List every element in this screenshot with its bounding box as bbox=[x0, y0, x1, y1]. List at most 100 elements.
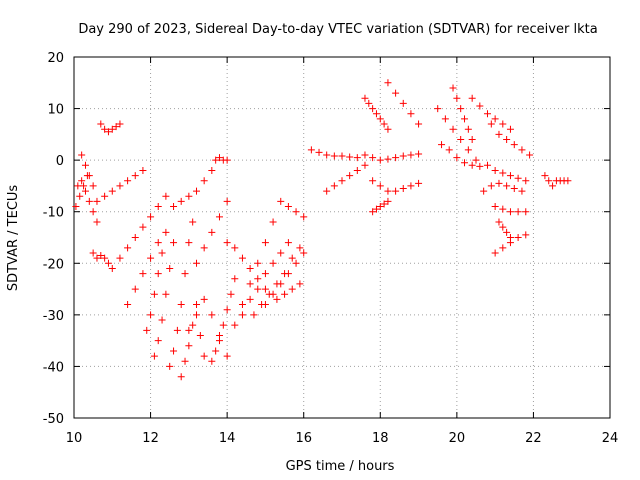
data-point bbox=[307, 146, 315, 154]
x-tick-label: 16 bbox=[295, 431, 312, 446]
data-point bbox=[384, 125, 392, 133]
data-point bbox=[108, 125, 116, 133]
x-tick-label: 12 bbox=[142, 431, 159, 446]
data-point bbox=[518, 187, 526, 195]
data-point bbox=[384, 187, 392, 195]
data-point bbox=[510, 141, 518, 149]
data-point bbox=[93, 218, 101, 226]
series-arcs-mid-b bbox=[124, 239, 162, 309]
data-point bbox=[104, 128, 112, 136]
data-point bbox=[487, 120, 495, 128]
data-point bbox=[219, 321, 227, 329]
data-point bbox=[150, 290, 158, 298]
data-point bbox=[101, 125, 109, 133]
data-point bbox=[208, 166, 216, 174]
data-point bbox=[480, 187, 488, 195]
data-point bbox=[506, 125, 514, 133]
series-arcs-mid-k bbox=[208, 275, 239, 365]
data-point bbox=[89, 182, 97, 190]
data-point bbox=[518, 146, 526, 154]
series-arcs-night-c bbox=[361, 150, 423, 164]
series-arcs-mid-g bbox=[185, 295, 231, 360]
data-point bbox=[392, 154, 400, 162]
data-point bbox=[380, 120, 388, 128]
data-point bbox=[499, 244, 507, 252]
data-point bbox=[231, 321, 239, 329]
data-point bbox=[346, 172, 354, 180]
data-point bbox=[392, 89, 400, 97]
data-point bbox=[208, 357, 216, 365]
data-point bbox=[158, 249, 166, 257]
data-point bbox=[246, 280, 254, 288]
data-point bbox=[223, 239, 231, 247]
series-arcs-late-b bbox=[231, 218, 277, 329]
data-point bbox=[193, 301, 201, 309]
data-point bbox=[472, 156, 480, 164]
data-point bbox=[514, 174, 522, 182]
data-point bbox=[330, 182, 338, 190]
data-point bbox=[116, 182, 124, 190]
data-point bbox=[284, 203, 292, 211]
data-point bbox=[89, 208, 97, 216]
series-arcs-late-e bbox=[261, 249, 308, 309]
data-point bbox=[284, 239, 292, 247]
data-point bbox=[464, 125, 472, 133]
data-point bbox=[246, 264, 254, 272]
data-point bbox=[369, 208, 377, 216]
data-point bbox=[296, 280, 304, 288]
data-point bbox=[323, 151, 331, 159]
data-point bbox=[407, 110, 415, 118]
data-point bbox=[296, 244, 304, 252]
data-point bbox=[193, 259, 201, 267]
data-point bbox=[353, 154, 361, 162]
data-point bbox=[108, 264, 116, 272]
data-point bbox=[170, 239, 178, 247]
data-point bbox=[189, 321, 197, 329]
data-point bbox=[372, 205, 380, 213]
data-point bbox=[315, 148, 323, 156]
data-point bbox=[503, 228, 511, 236]
data-point bbox=[277, 197, 285, 205]
data-point bbox=[549, 182, 557, 190]
data-point bbox=[376, 203, 384, 211]
data-point bbox=[177, 197, 185, 205]
data-point bbox=[231, 244, 239, 252]
data-point bbox=[215, 213, 223, 221]
data-point bbox=[399, 185, 407, 193]
data-point bbox=[487, 182, 495, 190]
y-tick-label: 20 bbox=[47, 51, 64, 66]
series-arcs-end-a bbox=[541, 172, 557, 190]
data-point bbox=[300, 213, 308, 221]
series-arcs-late-g bbox=[277, 197, 308, 221]
data-point bbox=[112, 123, 120, 131]
data-point bbox=[227, 290, 235, 298]
data-point bbox=[238, 311, 246, 319]
x-axis-label: GPS time / hours bbox=[286, 459, 395, 474]
data-point bbox=[261, 285, 269, 293]
data-point bbox=[376, 182, 384, 190]
grid-lines bbox=[74, 57, 610, 418]
data-point bbox=[196, 331, 204, 339]
data-point bbox=[185, 192, 193, 200]
series-arcs-dawn-j bbox=[495, 218, 514, 241]
y-tick-label: -10 bbox=[43, 206, 64, 221]
data-point bbox=[514, 234, 522, 241]
data-point bbox=[449, 84, 457, 92]
data-point bbox=[261, 301, 269, 309]
series-arcs-dawn-b bbox=[449, 84, 476, 144]
data-point bbox=[154, 337, 162, 345]
data-point bbox=[116, 120, 124, 128]
data-point bbox=[261, 270, 269, 278]
data-point bbox=[506, 234, 514, 241]
data-point bbox=[457, 136, 465, 144]
series-arcs-mid-j bbox=[212, 154, 231, 164]
data-point bbox=[514, 208, 522, 216]
data-point bbox=[81, 161, 89, 169]
y-tick-label: 10 bbox=[47, 103, 64, 118]
data-point bbox=[506, 172, 514, 180]
series-arcs-night-g bbox=[369, 197, 392, 216]
data-point bbox=[399, 152, 407, 160]
series-arcs-dawn-h bbox=[491, 203, 530, 216]
data-point bbox=[131, 234, 139, 241]
data-point bbox=[476, 162, 484, 170]
